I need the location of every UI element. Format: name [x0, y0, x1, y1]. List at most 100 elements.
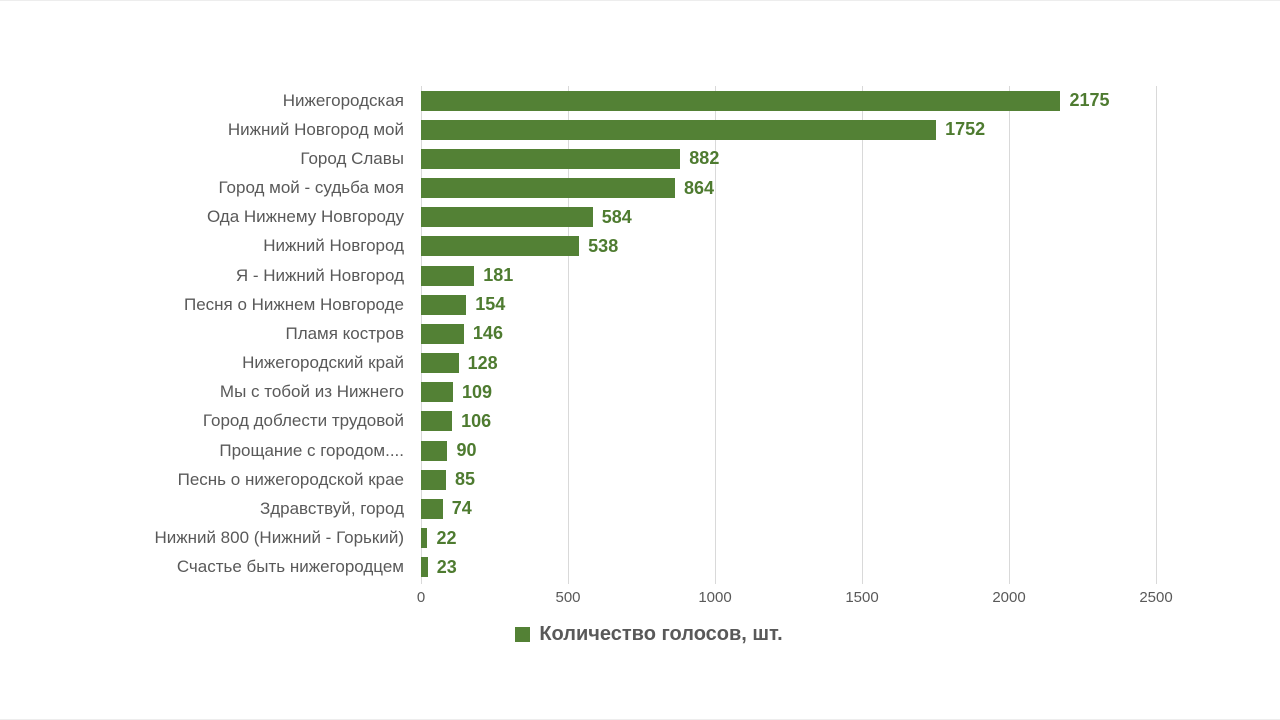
chart-row: Нижегородская 2175	[0, 86, 1156, 115]
chart-row: Здравствуй, город 74	[0, 494, 1156, 523]
chart-row: Город доблести трудовой 106	[0, 407, 1156, 436]
bar-track: 146	[421, 319, 1156, 348]
value-label: 23	[436, 556, 457, 577]
category-label: Город мой - судьба моя	[218, 178, 404, 198]
gridline	[715, 86, 716, 584]
bar	[421, 411, 453, 432]
chart-row: Счастье быть нижегородцем 23	[0, 553, 1156, 582]
chart-row: Песнь о нижегородской крае 85	[0, 465, 1156, 494]
category-label: Песня о Нижнем Новгороде	[183, 294, 404, 314]
bar	[421, 498, 443, 519]
chart-plot-area: Нижегородская 2175 Нижний Новгород мой 1752…	[0, 86, 1156, 582]
x-tick-label: 500	[555, 589, 581, 606]
bar	[421, 236, 580, 257]
chart-row: Прощание с городом.... 90	[0, 436, 1156, 465]
bar	[421, 178, 676, 199]
bar	[421, 294, 467, 315]
value-label: 584	[601, 206, 632, 227]
x-tick-label: 2000	[992, 589, 1026, 606]
gridline	[1156, 86, 1157, 584]
bar-track: 154	[421, 290, 1156, 319]
legend: Количество голосов, шт.	[9, 623, 1280, 646]
bar	[421, 119, 937, 140]
value-label: 1752	[945, 119, 986, 140]
bar-track: 128	[421, 349, 1156, 378]
chart-row: Ода Нижнему Новгороду 584	[0, 203, 1156, 232]
x-tick-label: 1500	[845, 589, 879, 606]
legend-swatch-icon	[515, 627, 531, 642]
bar-track: 106	[421, 407, 1156, 436]
bar	[421, 265, 475, 286]
bar	[421, 323, 464, 344]
category-label: Здравствуй, город	[259, 498, 404, 518]
chart-row: Пламя костров 146	[0, 319, 1156, 348]
x-tick-label: 2500	[1139, 589, 1173, 606]
chart-row: Нижний Новгород 538	[0, 232, 1156, 261]
bar-track: 109	[421, 378, 1156, 407]
chart-row: Нижний Новгород мой 1752	[0, 115, 1156, 144]
value-label: 109	[462, 381, 493, 402]
value-label: 146	[472, 323, 503, 344]
bar-track: 23	[421, 553, 1156, 582]
gridline	[1009, 86, 1010, 584]
bar-track: 90	[421, 436, 1156, 465]
category-label: Нижегородская	[282, 90, 404, 110]
bar	[421, 353, 459, 374]
value-label: 154	[475, 294, 506, 315]
bar-track: 538	[421, 232, 1156, 261]
category-label: Нижегородский край	[242, 353, 404, 373]
category-label: Пламя костров	[285, 323, 404, 343]
category-label: Ода Нижнему Новгороду	[206, 207, 404, 227]
gridline	[568, 86, 569, 584]
value-label: 128	[467, 352, 498, 373]
chart-row: Нижний 800 (Нижний - Горький) 22	[0, 524, 1156, 553]
bar	[421, 207, 593, 228]
x-tick-label: 0	[416, 589, 426, 606]
bar	[421, 469, 446, 490]
bar-track: 882	[421, 144, 1156, 173]
bar	[421, 528, 428, 549]
bar	[421, 382, 454, 403]
value-label: 2175	[1069, 90, 1110, 111]
chart-row: Город Славы 882	[0, 144, 1156, 173]
chart-row: Я - Нижний Новгород 181	[0, 261, 1156, 290]
category-label: Счастье быть нижегородцем	[176, 557, 404, 577]
chart-row: Мы с тобой из Нижнего 109	[0, 378, 1156, 407]
bar-track: 74	[421, 494, 1156, 523]
legend-label: Количество голосов, шт.	[539, 623, 783, 645]
value-label: 538	[588, 235, 619, 256]
x-axis: 0 500 1000 1500 2000 2500	[0, 589, 1280, 609]
category-label: Песнь о нижегородской крае	[177, 469, 404, 489]
bar	[421, 90, 1061, 111]
category-label: Я - Нижний Новгород	[235, 265, 404, 285]
category-label: Нижний Новгород мой	[227, 119, 404, 139]
category-label: Прощание с городом....	[219, 440, 404, 460]
chart-row: Нижегородский край 128	[0, 349, 1156, 378]
category-label: Мы с тобой из Нижнего	[219, 382, 404, 402]
bar-track: 1752	[421, 115, 1156, 144]
bar-track: 584	[421, 203, 1156, 232]
bar	[421, 440, 448, 461]
value-label: 882	[689, 148, 720, 169]
category-label: Нижний 800 (Нижний - Горький)	[154, 528, 404, 548]
value-label: 181	[483, 265, 514, 286]
value-label: 864	[684, 177, 715, 198]
chart-row: Песня о Нижнем Новгороде 154	[0, 290, 1156, 319]
bar-track: 181	[421, 261, 1156, 290]
value-label: 106	[461, 410, 492, 431]
gridline	[862, 86, 863, 584]
category-label: Город Славы	[300, 148, 404, 168]
bar	[421, 148, 681, 169]
bar-track: 85	[421, 465, 1156, 494]
value-label: 74	[451, 498, 472, 519]
bar	[421, 557, 428, 578]
bar-track: 2175	[421, 86, 1156, 115]
x-tick-label: 1000	[698, 589, 732, 606]
category-label: Нижний Новгород	[263, 236, 404, 256]
chart-row: Город мой - судьба моя 864	[0, 174, 1156, 203]
value-label: 22	[436, 527, 457, 548]
value-label: 90	[456, 440, 477, 461]
value-label: 85	[454, 469, 476, 490]
bar-track: 864	[421, 174, 1156, 203]
